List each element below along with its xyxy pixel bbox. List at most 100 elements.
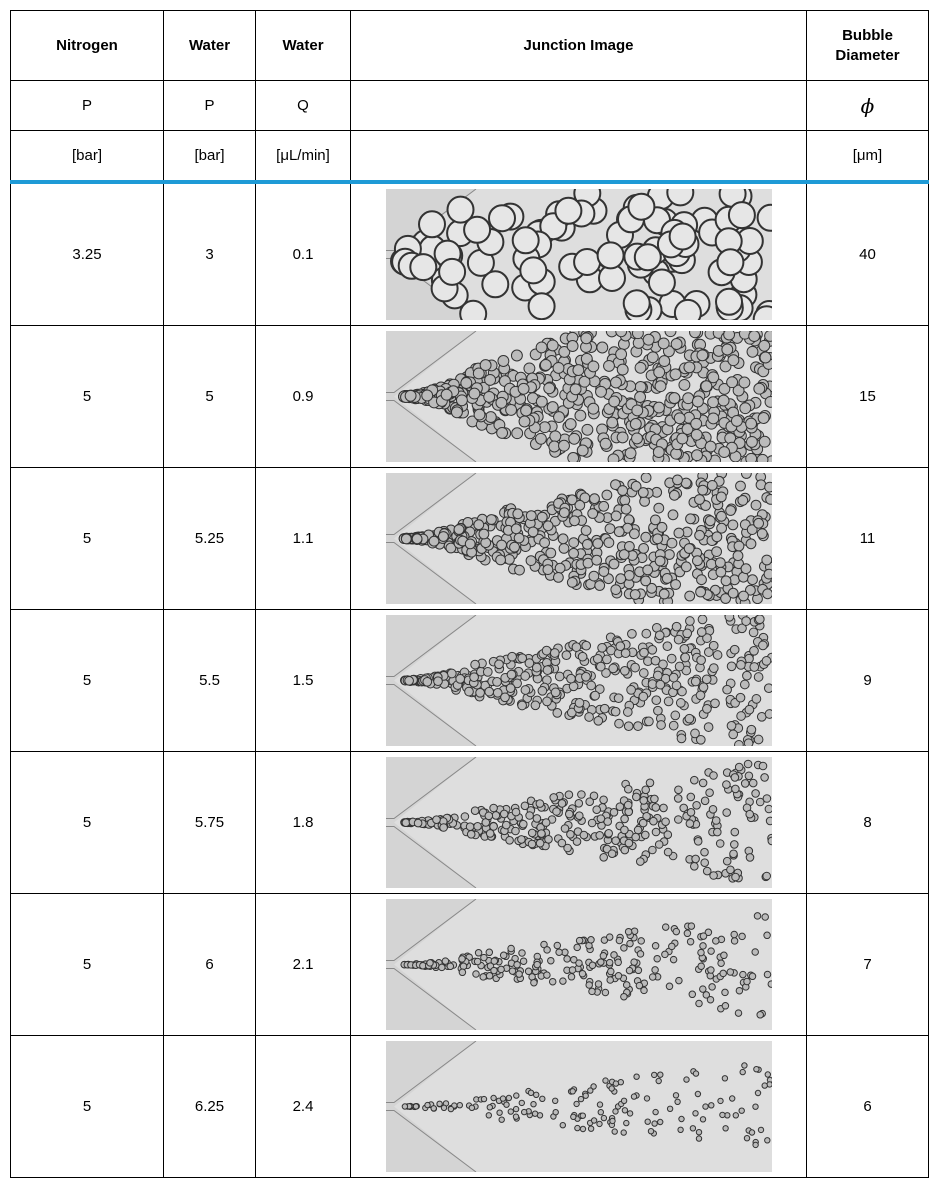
bubble bbox=[691, 450, 702, 461]
bubble bbox=[514, 533, 524, 543]
bubble bbox=[589, 962, 596, 969]
cell-text: 5 bbox=[83, 1098, 91, 1115]
bubble bbox=[685, 617, 694, 626]
bubble bbox=[624, 722, 633, 731]
bubble bbox=[711, 547, 721, 557]
data-cell: 6.25 bbox=[164, 1036, 256, 1178]
bubble bbox=[676, 699, 685, 708]
bubble bbox=[746, 436, 757, 447]
bubble bbox=[761, 914, 768, 921]
bubble bbox=[464, 217, 490, 243]
bubble bbox=[624, 542, 634, 552]
bubble bbox=[512, 509, 522, 519]
data-cell: 5.5 bbox=[164, 610, 256, 752]
bubble bbox=[696, 735, 705, 744]
header-text: Nitrogen bbox=[56, 37, 118, 54]
bubble bbox=[608, 396, 619, 407]
bubble bbox=[727, 662, 736, 671]
bubble bbox=[746, 854, 754, 862]
bubble bbox=[675, 662, 684, 671]
header-text: P bbox=[82, 97, 92, 114]
bubble bbox=[729, 850, 737, 858]
header-text: [bar] bbox=[72, 147, 102, 164]
bubble bbox=[438, 964, 445, 971]
bubble bbox=[513, 1093, 518, 1098]
bubble bbox=[587, 937, 594, 944]
bubble bbox=[652, 828, 660, 836]
bubble bbox=[495, 397, 506, 408]
bubble bbox=[577, 791, 585, 799]
bubble bbox=[647, 645, 656, 654]
bubble bbox=[762, 589, 771, 599]
bubble bbox=[512, 808, 520, 816]
bubble bbox=[648, 846, 656, 854]
bubble bbox=[743, 978, 750, 985]
bubble bbox=[600, 953, 607, 960]
bubble bbox=[695, 587, 705, 597]
bubble bbox=[526, 511, 536, 521]
bubble bbox=[636, 858, 644, 866]
bubble bbox=[652, 943, 659, 950]
bubble bbox=[505, 837, 513, 845]
bubble bbox=[653, 671, 662, 680]
bubble bbox=[725, 506, 735, 516]
bubble bbox=[630, 590, 640, 600]
bubble bbox=[603, 360, 614, 371]
bubble bbox=[728, 588, 738, 598]
bubble bbox=[700, 381, 711, 392]
bubble bbox=[506, 1095, 511, 1100]
bubble bbox=[562, 651, 571, 660]
bubble bbox=[639, 819, 647, 827]
bubble bbox=[580, 333, 591, 344]
bubble bbox=[550, 649, 559, 658]
bubble bbox=[651, 1121, 656, 1126]
bubble bbox=[545, 548, 555, 558]
bubble bbox=[699, 779, 707, 787]
bubble bbox=[630, 663, 639, 672]
bubble bbox=[738, 933, 745, 940]
cell-text: 3.25 bbox=[72, 246, 101, 263]
bubble bbox=[699, 943, 706, 950]
bubble bbox=[617, 432, 628, 443]
bubble bbox=[762, 1083, 767, 1088]
bubble bbox=[670, 580, 680, 590]
bubble bbox=[722, 781, 730, 789]
bubble bbox=[487, 1105, 492, 1110]
header-cell: P bbox=[164, 81, 256, 131]
bubble bbox=[621, 649, 630, 658]
bubble bbox=[634, 244, 660, 270]
bubble bbox=[668, 943, 675, 950]
bubble bbox=[627, 629, 636, 638]
bubble bbox=[653, 367, 664, 378]
bubble bbox=[482, 271, 508, 297]
bubble bbox=[738, 591, 748, 601]
bubble bbox=[633, 1074, 638, 1079]
bubble bbox=[543, 666, 552, 675]
bubble bbox=[589, 494, 599, 504]
bubble bbox=[447, 669, 456, 678]
bubble bbox=[656, 721, 665, 730]
bubble bbox=[709, 806, 717, 814]
bubble bbox=[597, 242, 623, 268]
bubble bbox=[694, 530, 704, 540]
bubble bbox=[691, 429, 702, 440]
bubble bbox=[517, 701, 526, 710]
cell-text: 6.25 bbox=[195, 1098, 224, 1115]
data-cell: 1.1 bbox=[256, 468, 351, 610]
bubble bbox=[674, 413, 685, 424]
data-cell: 1.5 bbox=[256, 610, 351, 752]
bubble bbox=[565, 791, 573, 799]
bubble bbox=[553, 1110, 558, 1115]
bubble bbox=[485, 812, 493, 820]
bubble bbox=[747, 575, 757, 585]
bubble bbox=[479, 529, 489, 539]
bubble bbox=[707, 481, 717, 491]
bubble bbox=[680, 653, 689, 662]
cell-text: 9 bbox=[863, 672, 871, 689]
bubble bbox=[558, 440, 569, 451]
bubble bbox=[537, 512, 547, 522]
data-cell: 15 bbox=[807, 326, 929, 468]
bubble bbox=[588, 988, 595, 995]
cell-text: 40 bbox=[859, 246, 876, 263]
